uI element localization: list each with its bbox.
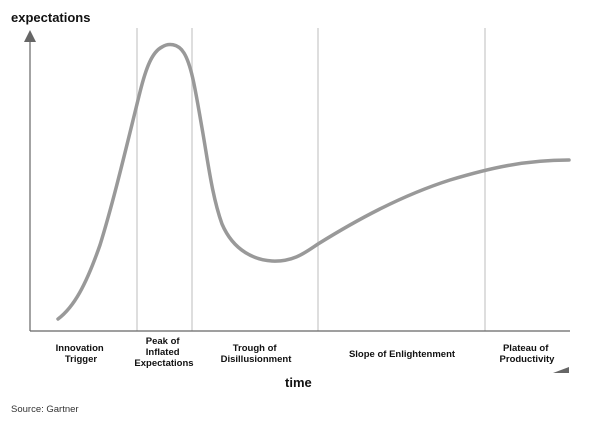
phase-label-line: Inflated bbox=[146, 347, 180, 358]
phase-label-line: Peak of bbox=[146, 336, 181, 347]
phase-label-line: Trigger bbox=[65, 354, 98, 365]
x-axis-title: time bbox=[285, 375, 312, 390]
phase-label-line: Trough of bbox=[233, 343, 278, 354]
phase-label-line: Productivity bbox=[500, 354, 556, 365]
x-axis-arrow-icon bbox=[553, 367, 569, 373]
y-axis-arrow-icon bbox=[24, 30, 36, 42]
y-axis-title: expectations bbox=[11, 10, 90, 25]
phase-label-line: Slope of Enlightenment bbox=[349, 349, 456, 360]
hype-curve bbox=[56, 42, 571, 321]
phase-label-trough: Trough of Disillusionment bbox=[221, 343, 293, 365]
phase-label-line: Expectations bbox=[134, 358, 193, 369]
source-note: Source: Gartner bbox=[11, 404, 79, 415]
phase-label-slope: Slope of Enlightenment bbox=[349, 349, 456, 360]
phase-label-line: Plateau of bbox=[503, 343, 549, 354]
phase-label-peak: Peak of Inflated Expectations bbox=[134, 336, 193, 369]
phase-label-plateau: Plateau of Productivity bbox=[500, 343, 556, 365]
phase-label-line: Innovation bbox=[56, 343, 104, 354]
phase-label-innovation-trigger: Innovation Trigger bbox=[56, 343, 107, 365]
phase-label-line: Disillusionment bbox=[221, 354, 293, 365]
